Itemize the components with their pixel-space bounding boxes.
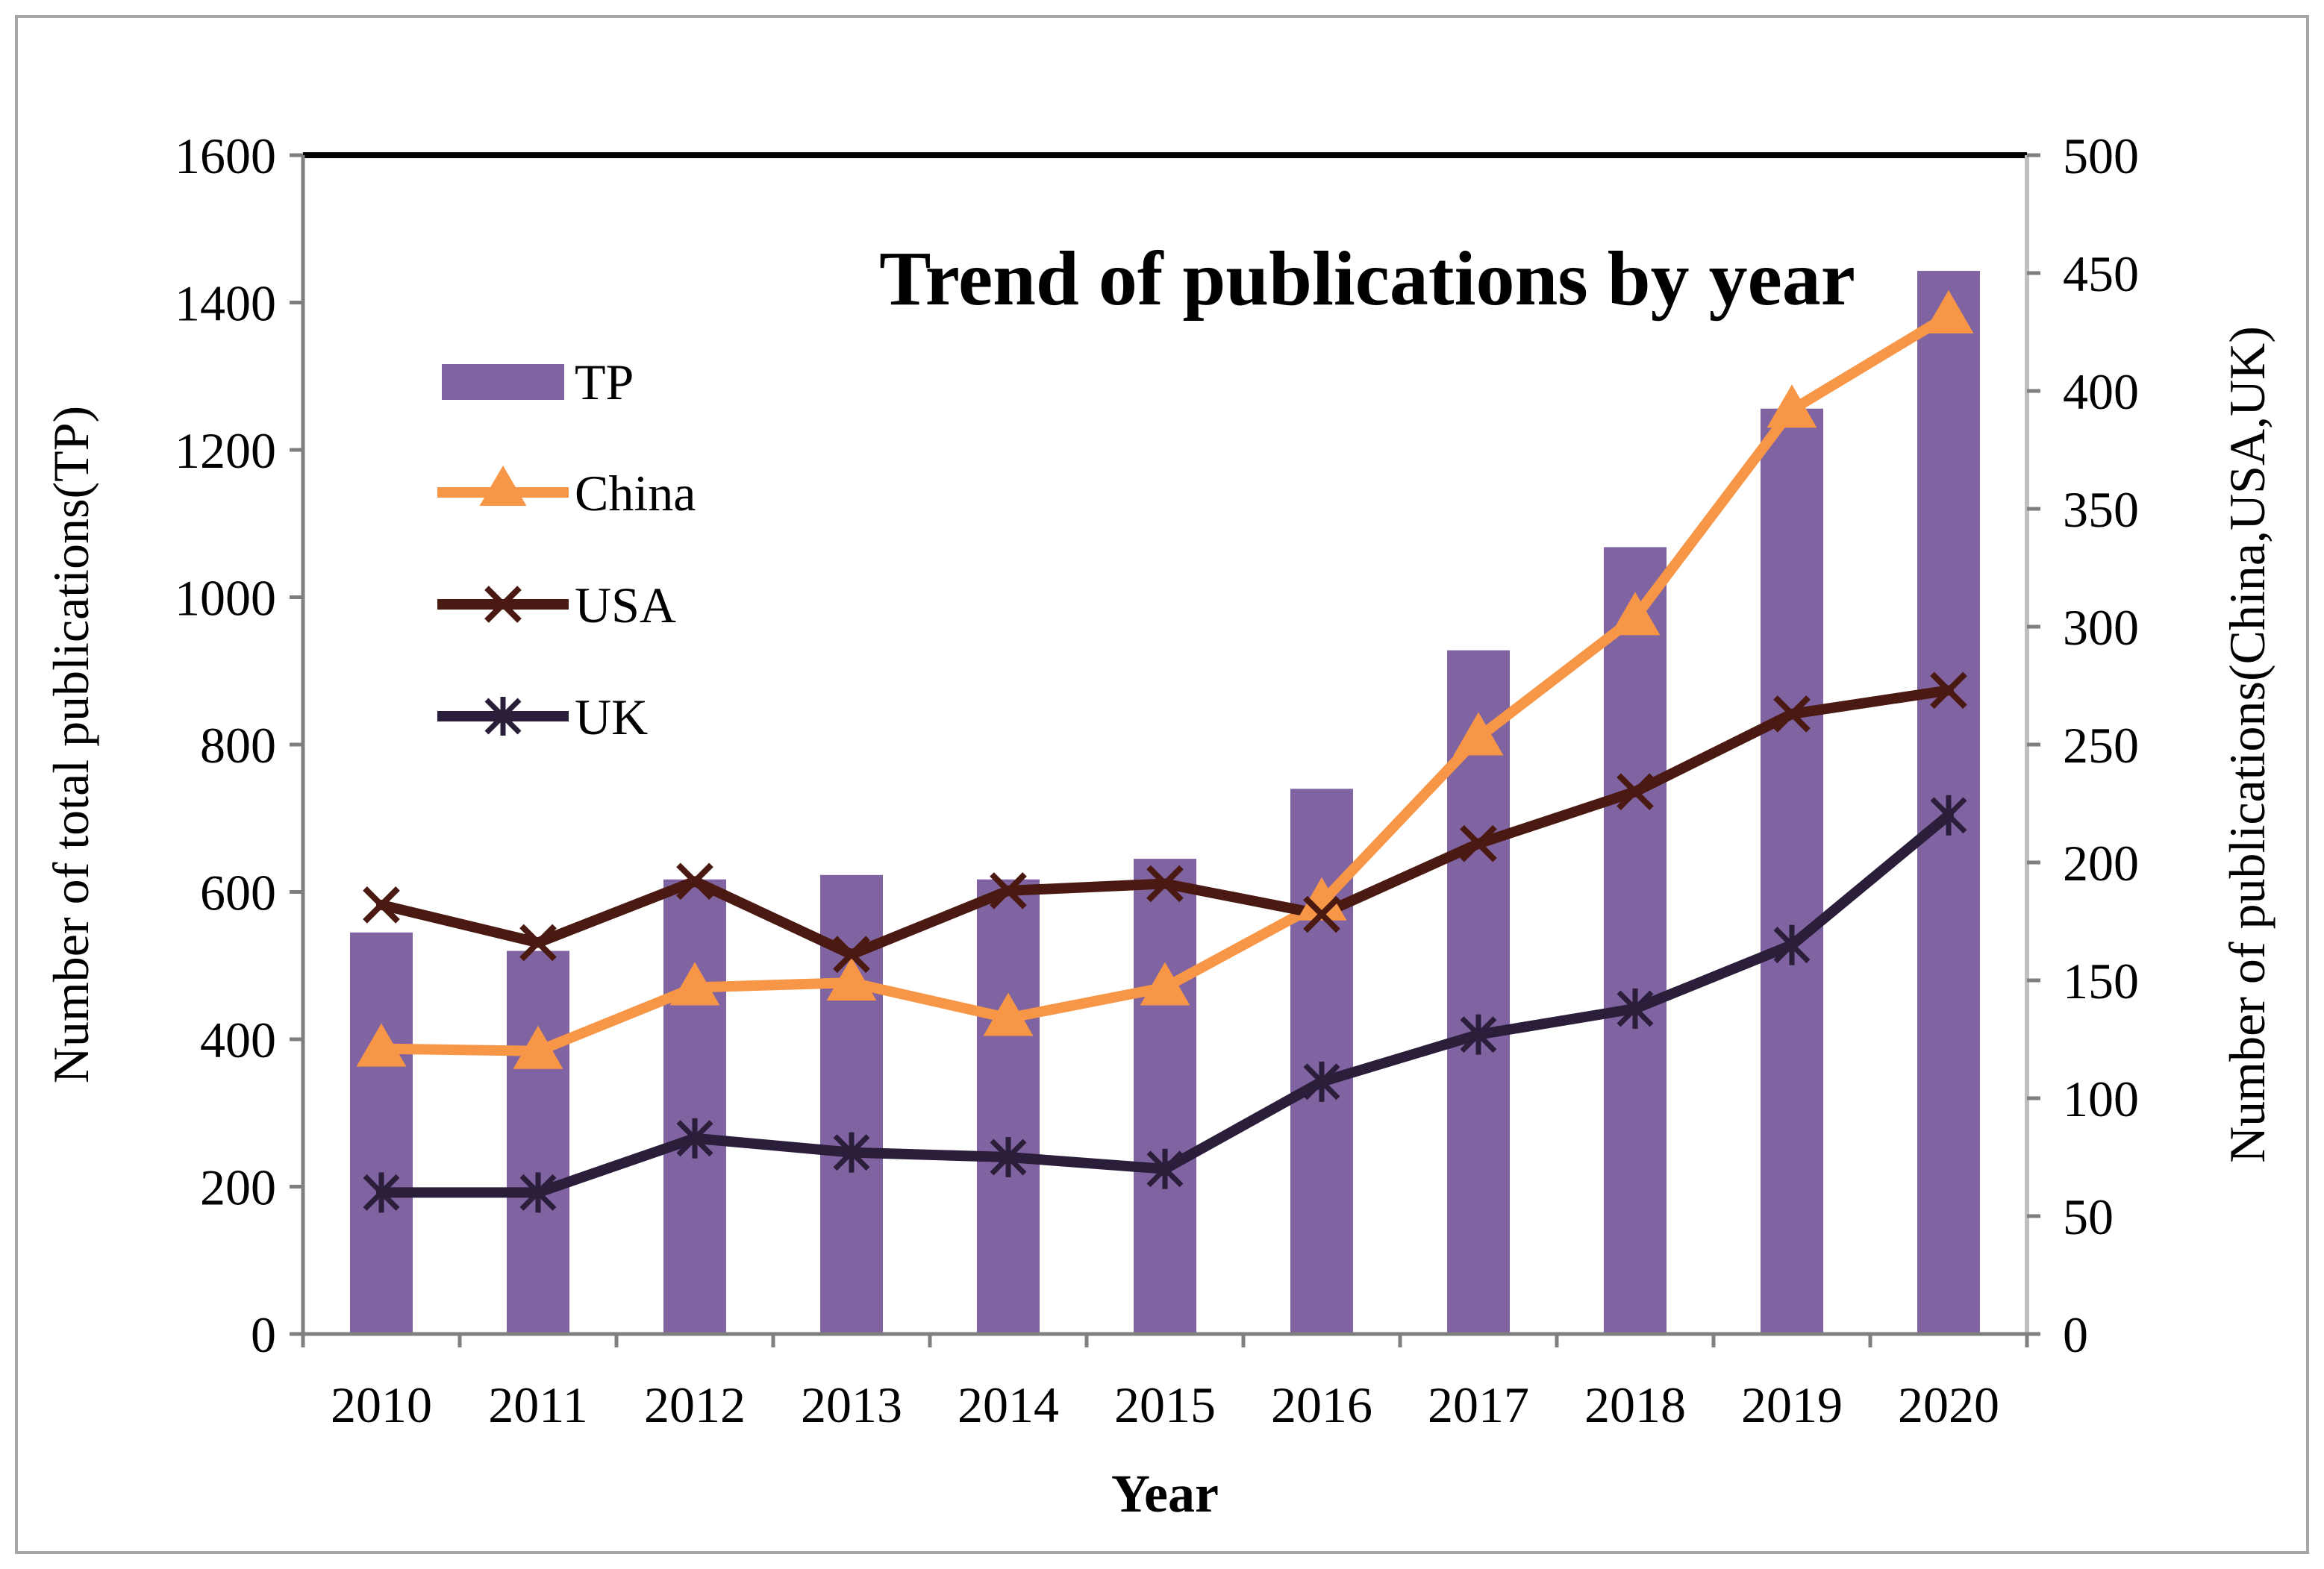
bar-tp-2018: [1604, 547, 1667, 1334]
marker-china-2014: [983, 992, 1034, 1036]
bar-tp-2012: [663, 879, 726, 1334]
x-tick-label-2020: 2020: [1898, 1377, 1999, 1433]
marker-usa-2011: [519, 924, 557, 962]
right-tick-label-100: 100: [2063, 1071, 2139, 1127]
marker-usa-2012: [676, 862, 713, 901]
x-tick-label-2014: 2014: [958, 1377, 1059, 1433]
x-tick-label-2018: 2018: [1584, 1377, 1686, 1433]
marker-usa-2017: [1460, 824, 1497, 862]
right-tick-label-150: 150: [2063, 953, 2139, 1009]
left-tick-label-600: 600: [200, 865, 276, 921]
x-tick-label-2015: 2015: [1114, 1377, 1216, 1433]
legend-marker-usa: [484, 586, 522, 623]
marker-china-2018: [1610, 592, 1661, 636]
bar-tp-2015: [1134, 859, 1196, 1334]
marker-uk-2012: [676, 1118, 713, 1159]
axes: 0 200 400 600 800 1000 1200 1400 1600 0 50 100 150 20…: [175, 128, 2139, 1433]
legend-label-uk: UK: [575, 689, 648, 745]
marker-china-2013: [826, 957, 877, 1001]
left-tick-label-800: 800: [200, 717, 276, 774]
marker-uk-2020: [1930, 795, 1967, 836]
marker-uk-2019: [1773, 924, 1811, 965]
right-tick-label-350: 350: [2063, 481, 2139, 538]
marker-uk-2017: [1460, 1014, 1497, 1055]
marker-usa-2013: [833, 936, 870, 974]
bar-tp-2014: [977, 879, 1040, 1334]
left-tick-label-1600: 1600: [175, 128, 276, 184]
x-tick-label-2019: 2019: [1741, 1377, 1843, 1433]
x-tick-label-2010: 2010: [331, 1377, 432, 1433]
left-tick-label-0: 0: [251, 1306, 276, 1363]
country-markers: [356, 289, 1974, 1213]
x-tick-label-2012: 2012: [644, 1377, 746, 1433]
marker-usa-2014: [990, 872, 1027, 909]
marker-uk-2013: [833, 1132, 870, 1173]
left-y-axis-title: Number of total publications(TP): [43, 406, 99, 1083]
x-tick-label-2016: 2016: [1271, 1377, 1372, 1433]
bar-tp-2010: [350, 932, 413, 1334]
right-tick-label-0: 0: [2063, 1306, 2088, 1363]
marker-usa-2018: [1617, 773, 1654, 811]
right-tick-label-250: 250: [2063, 717, 2139, 774]
legend-marker-china: [479, 466, 527, 506]
left-tick-label-1200: 1200: [175, 422, 276, 479]
marker-uk-2016: [1303, 1061, 1340, 1102]
right-tick-label-450: 450: [2063, 245, 2139, 302]
right-y-axis-title: Number of publications(China,USA,UK): [2219, 326, 2275, 1163]
x-tick-label-2017: 2017: [1428, 1377, 1529, 1433]
chart-title: Trend of publications by year: [879, 236, 1855, 322]
right-tick-label-300: 300: [2063, 599, 2139, 656]
marker-uk-2014: [990, 1137, 1027, 1177]
left-tick-label-1000: 1000: [175, 570, 276, 627]
marker-china-2011: [513, 1025, 563, 1069]
marker-uk-2011: [519, 1172, 557, 1213]
marker-china-2015: [1140, 962, 1190, 1006]
marker-usa-2010: [363, 886, 400, 924]
marker-usa-2016: [1303, 895, 1340, 933]
left-tick-label-400: 400: [200, 1012, 276, 1068]
right-tick-label-50: 50: [2063, 1189, 2114, 1245]
bar-tp-2016: [1290, 789, 1353, 1334]
x-tick-label-2013: 2013: [801, 1377, 902, 1433]
left-tick-label-200: 200: [200, 1159, 276, 1216]
marker-usa-2020: [1930, 671, 1967, 710]
marker-china-2012: [669, 962, 720, 1006]
x-axis-title: Year: [1111, 1464, 1219, 1523]
marker-uk-2018: [1617, 988, 1654, 1029]
legend-label-usa: USA: [575, 577, 676, 633]
marker-usa-2019: [1773, 695, 1811, 733]
legend-label-tp: TP: [575, 354, 634, 410]
marker-usa-2015: [1146, 865, 1184, 903]
legend: TP China USA UK: [437, 354, 696, 745]
legend-marker-uk: [484, 697, 522, 736]
bar-tp-2011: [507, 951, 569, 1334]
marker-china-2019: [1767, 384, 1817, 428]
marker-uk-2015: [1146, 1148, 1184, 1189]
left-tick-label-1400: 1400: [175, 275, 276, 332]
legend-label-china: China: [575, 465, 696, 522]
marker-china-2017: [1453, 712, 1504, 756]
x-tick-label-2011: 2011: [488, 1377, 587, 1433]
right-tick-label-500: 500: [2063, 128, 2139, 184]
bar-tp-2019: [1761, 408, 1823, 1335]
right-tick-label-200: 200: [2063, 835, 2139, 892]
marker-uk-2010: [363, 1172, 400, 1213]
marker-china-2020: [1923, 289, 1974, 333]
right-tick-label-400: 400: [2063, 363, 2139, 420]
legend-swatch-tp: [442, 364, 564, 400]
marker-china-2010: [356, 1023, 407, 1067]
